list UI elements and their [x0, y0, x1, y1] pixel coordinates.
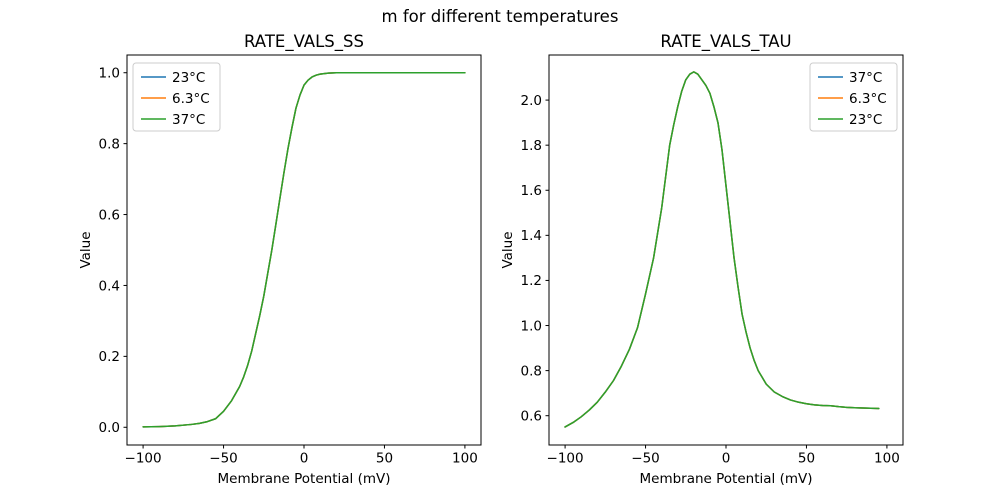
- y-tick-label: 1.0: [521, 318, 542, 334]
- y-axis-label: Value: [500, 231, 516, 268]
- y-tick-label: 0.8: [521, 363, 542, 379]
- y-tick-label: 1.4: [521, 228, 542, 244]
- series-line-23°C: [564, 71, 880, 428]
- legend-label: 37°C: [849, 70, 882, 86]
- x-tick-label: −100: [125, 451, 162, 467]
- legend-label: 23°C: [172, 70, 205, 86]
- series-line-37°C: [142, 71, 466, 428]
- y-tick-label: 0.2: [99, 349, 120, 365]
- x-tick-label: 100: [452, 451, 478, 467]
- x-tick-label: −50: [631, 451, 660, 467]
- legend-label: 23°C: [849, 112, 882, 128]
- y-tick-label: 0.8: [99, 136, 120, 152]
- x-tick-label: 50: [798, 451, 815, 467]
- figure-title: m for different temperatures: [381, 7, 619, 26]
- x-axis-label: Membrane Potential (mV): [217, 471, 390, 487]
- legend-label: 37°C: [172, 112, 205, 128]
- y-tick-label: 1.0: [99, 66, 120, 82]
- legend-box: [809, 62, 898, 132]
- legend-label: 6.3°C: [849, 91, 887, 107]
- legend-label: 6.3°C: [172, 91, 210, 107]
- y-tick-label: 0.4: [99, 278, 120, 294]
- subplot-title-rate-vals-ss: RATE_VALS_SS: [244, 32, 364, 52]
- x-tick-label: 0: [300, 451, 309, 467]
- y-tick-label: 0.0: [99, 420, 120, 436]
- x-tick-label: 100: [874, 451, 900, 467]
- x-tick-label: 50: [376, 451, 393, 467]
- x-axis-label: Membrane Potential (mV): [639, 471, 812, 487]
- y-tick-label: 1.6: [521, 183, 542, 199]
- y-tick-label: 1.2: [521, 273, 542, 289]
- subplot-title-rate-vals-tau: RATE_VALS_TAU: [660, 32, 791, 52]
- x-tick-label: −100: [547, 451, 584, 467]
- legend-box: [132, 62, 221, 132]
- y-tick-label: 1.8: [521, 138, 542, 154]
- y-tick-label: 0.6: [521, 408, 542, 424]
- x-tick-label: −50: [209, 451, 238, 467]
- x-tick-label: 0: [722, 451, 731, 467]
- y-axis-label: Value: [78, 231, 94, 268]
- y-tick-label: 2.0: [521, 93, 542, 109]
- y-tick-label: 0.6: [99, 207, 120, 223]
